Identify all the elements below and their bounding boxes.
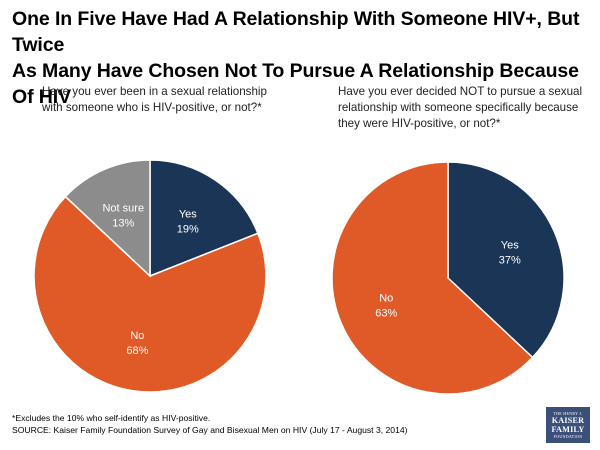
- logo-line-2: KAISER: [551, 416, 585, 425]
- pie-2-label-yes-name: Yes: [501, 239, 519, 251]
- pie-2-label-yes: Yes 37%: [499, 239, 521, 266]
- pie-1-label-no: No 68%: [126, 330, 148, 357]
- chart-title-line-1: One In Five Have Had A Relationship With…: [12, 8, 580, 56]
- pie-1-slice-no: [33, 195, 267, 393]
- pie-chart-2: Yes 37% No 63%: [331, 161, 565, 395]
- pie-1-label-no-value: 68%: [126, 345, 148, 357]
- pie-2-label-no-value: 63%: [375, 308, 397, 320]
- pie-2-label-no-name: No: [379, 293, 393, 305]
- chart-title-line-2: As Many Have Chosen Not To Pursue A Rela…: [12, 60, 579, 108]
- pie-1-label-yes: Yes 19%: [177, 208, 199, 235]
- logo-line-3: FAMILY: [551, 425, 585, 434]
- pie-2-slice-no: [331, 161, 534, 395]
- logo-line-1: THE HENRY J.: [553, 411, 583, 416]
- pie-1-label-yes-value: 19%: [177, 223, 199, 235]
- kff-logo: THE HENRY J. KAISER FAMILY FOUNDATION: [546, 407, 590, 443]
- pie-2-label-yes-value: 37%: [499, 254, 521, 266]
- logo-line-4: FOUNDATION: [553, 434, 583, 439]
- footnote-text: *Excludes the 10% who self-identify as H…: [12, 413, 211, 423]
- chart-title: One In Five Have Had A Relationship With…: [12, 6, 592, 110]
- footnotes: *Excludes the 10% who self-identify as H…: [12, 412, 532, 436]
- pie-2-label-no: No 63%: [375, 293, 397, 320]
- pie-2-slice-yes: [447, 161, 565, 359]
- pie-1-slice-yes: [149, 159, 259, 278]
- pie-1-slice-not-sure: [64, 159, 151, 278]
- pie-2-question: Have you ever decided NOT to pursue a se…: [338, 85, 583, 130]
- pie-chart-1: Yes 19% No 68% Not sure 13%: [33, 159, 267, 393]
- source-text: SOURCE: Kaiser Family Foundation Survey …: [12, 425, 408, 435]
- pie-1-label-no-name: No: [130, 330, 144, 342]
- pie-1-label-not-sure: Not sure 13%: [102, 202, 144, 229]
- pie-1-question: Have you ever been in a sexual relations…: [42, 85, 267, 114]
- pie-1-label-not-sure-value: 13%: [112, 217, 134, 229]
- pie-1-label-not-sure-name: Not sure: [102, 202, 144, 214]
- pie-1-label-yes-name: Yes: [179, 208, 197, 220]
